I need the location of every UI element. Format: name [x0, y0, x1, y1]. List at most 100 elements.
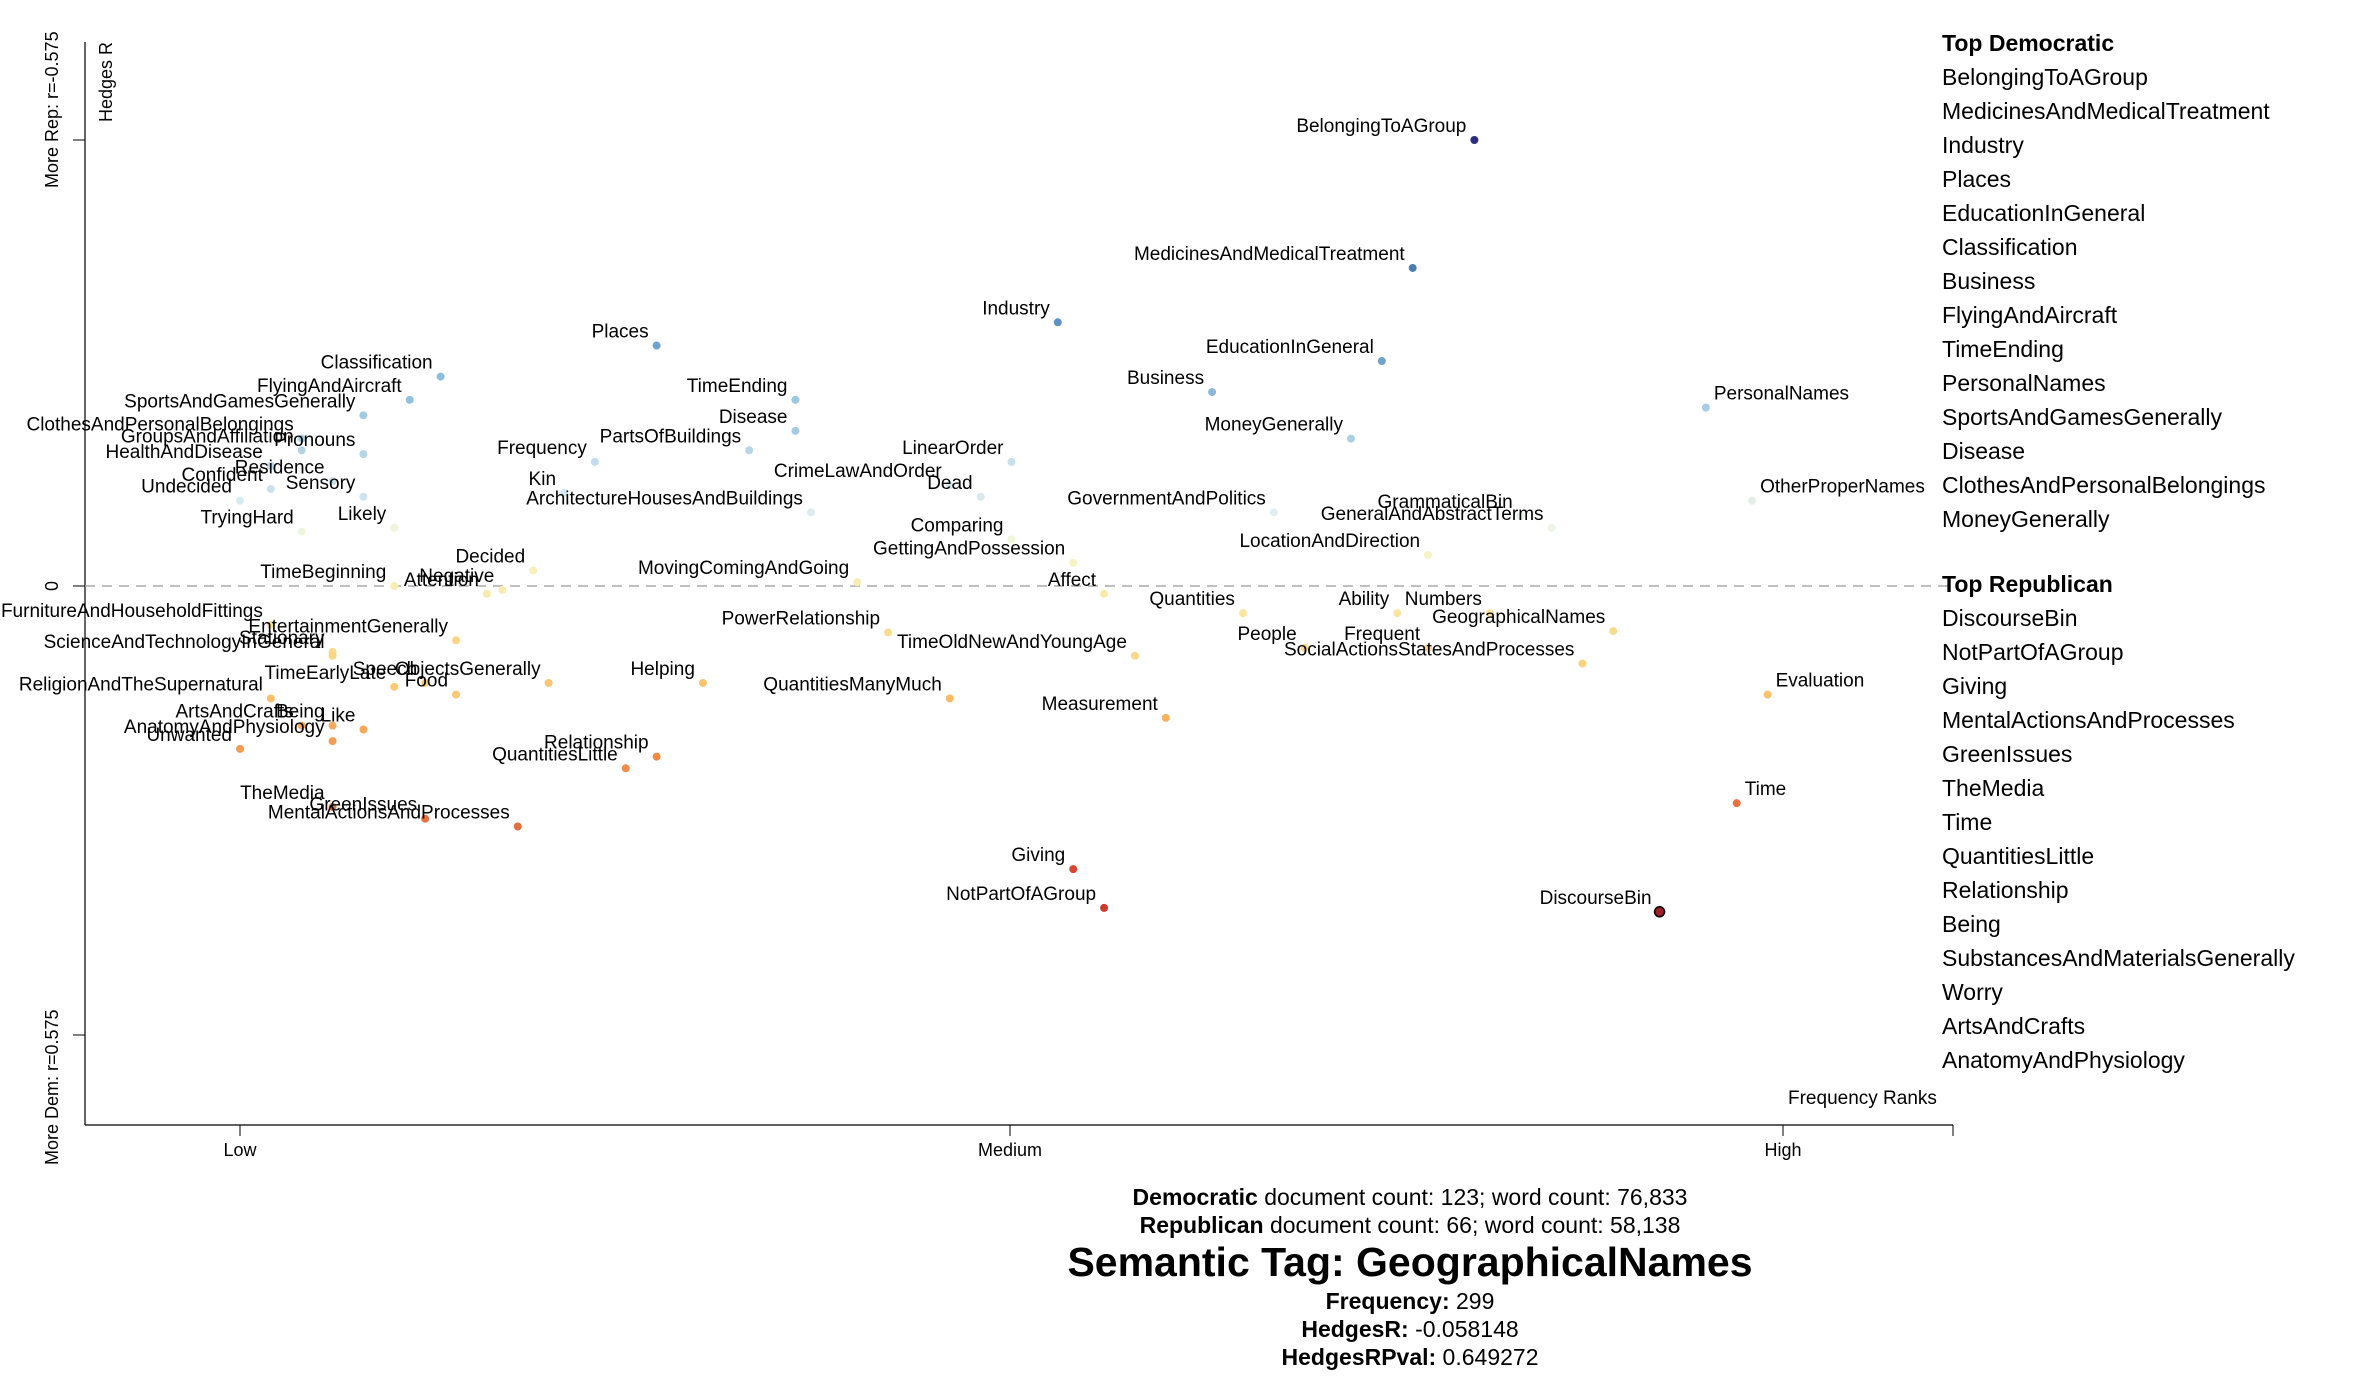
data-point[interactable]: [652, 752, 661, 761]
data-point[interactable]: [421, 814, 430, 823]
data-point[interactable]: [1701, 403, 1710, 412]
data-point[interactable]: [621, 764, 630, 773]
data-point[interactable]: [1516, 512, 1525, 521]
data-point[interactable]: [544, 678, 553, 687]
data-point[interactable]: [1346, 434, 1355, 443]
data-point[interactable]: [1300, 644, 1309, 653]
point-label: GettingAndPossession: [873, 539, 1065, 560]
data-point[interactable]: [266, 620, 275, 629]
data-point[interactable]: [328, 721, 337, 730]
y-axis-title: Hedges R: [96, 42, 116, 122]
data-point[interactable]: [498, 585, 507, 594]
y-tick-label-dem: More Dem: r=0.575: [42, 1009, 62, 1165]
data-point[interactable]: [1547, 523, 1556, 532]
data-point[interactable]: [1100, 589, 1109, 598]
data-point[interactable]: [266, 485, 275, 494]
data-point[interactable]: [529, 566, 538, 575]
top-democratic-item: PersonalNames: [1942, 370, 2106, 396]
data-point[interactable]: [1393, 609, 1402, 618]
point-label: OtherProperNames: [1760, 477, 1925, 498]
data-point[interactable]: [1238, 609, 1247, 618]
data-point[interactable]: [421, 678, 430, 687]
point-label: Confident: [182, 465, 264, 486]
data-point[interactable]: [328, 803, 337, 812]
data-point[interactable]: [1053, 318, 1062, 327]
data-point[interactable]: [359, 450, 368, 459]
data-point[interactable]: [452, 690, 461, 699]
data-point[interactable]: [405, 395, 414, 404]
point-label: GreenIssues: [309, 795, 417, 816]
data-point[interactable]: [1377, 357, 1386, 366]
data-point[interactable]: [297, 446, 306, 455]
data-point[interactable]: [884, 628, 893, 637]
data-point[interactable]: [1408, 263, 1417, 272]
data-point[interactable]: [1130, 651, 1139, 660]
data-point[interactable]: [390, 682, 399, 691]
data-point[interactable]: [436, 372, 445, 381]
data-point[interactable]: [297, 527, 306, 536]
data-point[interactable]: [1424, 644, 1433, 653]
point-label: Relationship: [544, 733, 649, 754]
data-point[interactable]: [1161, 713, 1170, 722]
data-point[interactable]: [1424, 550, 1433, 559]
data-point[interactable]: [1470, 136, 1479, 144]
data-point[interactable]: [945, 694, 954, 703]
data-point[interactable]: [1485, 609, 1494, 618]
data-point[interactable]: [806, 508, 815, 517]
data-point[interactable]: [1100, 903, 1109, 912]
data-point[interactable]: [266, 694, 275, 703]
data-point[interactable]: [390, 523, 399, 532]
data-point[interactable]: [1208, 388, 1217, 397]
data-point[interactable]: [359, 725, 368, 734]
data-point[interactable]: [976, 492, 985, 501]
data-point[interactable]: [328, 651, 337, 660]
data-point[interactable]: [328, 737, 337, 746]
data-point[interactable]: [513, 822, 522, 831]
data-point[interactable]: [1578, 659, 1587, 668]
point-label: Industry: [982, 298, 1050, 319]
data-point[interactable]: [297, 721, 306, 730]
point-label: Food: [405, 671, 448, 692]
data-point[interactable]: [1609, 627, 1618, 636]
republican-count: Republican document count: 66; word coun…: [0, 1212, 2378, 1239]
data-point[interactable]: [652, 341, 661, 350]
data-point[interactable]: [328, 477, 337, 486]
point-label: CrimeLawAndOrder: [774, 461, 943, 482]
data-point[interactable]: [791, 426, 800, 435]
data-point[interactable]: [266, 461, 275, 470]
data-point[interactable]: [1763, 690, 1772, 699]
data-point[interactable]: [590, 457, 599, 466]
data-point[interactable]: [853, 578, 862, 587]
data-point[interactable]: [390, 582, 399, 590]
data-point[interactable]: [1653, 906, 1666, 918]
data-point[interactable]: [452, 636, 461, 645]
data-point[interactable]: [236, 496, 244, 505]
republican-count-label: Republican: [1139, 1212, 1264, 1238]
data-point[interactable]: [359, 411, 368, 420]
data-point[interactable]: [745, 446, 754, 455]
data-point[interactable]: [1007, 457, 1016, 466]
data-point[interactable]: [560, 488, 569, 497]
top-democratic-item: Industry: [1942, 132, 2024, 158]
top-democratic-item: Disease: [1942, 438, 2026, 464]
data-point[interactable]: [1748, 496, 1757, 505]
data-point[interactable]: [359, 492, 368, 501]
point-label: FurnitureAndHouseholdFittings: [1, 601, 263, 622]
data-point[interactable]: [698, 678, 707, 687]
top-republican-item: Being: [1942, 911, 2001, 937]
data-point[interactable]: [1069, 558, 1078, 567]
data-point[interactable]: [945, 481, 954, 490]
data-point[interactable]: [236, 744, 244, 753]
data-point[interactable]: [1069, 865, 1078, 874]
detail-hedgesr-value: -0.058148: [1408, 1316, 1519, 1342]
data-point[interactable]: [1732, 799, 1741, 808]
top-republican-item: TheMedia: [1942, 775, 2045, 801]
data-point[interactable]: [791, 395, 800, 404]
data-point[interactable]: [297, 434, 306, 443]
point-label: Attention: [404, 570, 479, 591]
point-label: GovernmentAndPolitics: [1067, 488, 1266, 509]
data-point[interactable]: [1007, 535, 1016, 544]
data-point[interactable]: [482, 589, 491, 598]
top-republican-item: AnatomyAndPhysiology: [1942, 1047, 2185, 1073]
data-point[interactable]: [1269, 508, 1278, 517]
